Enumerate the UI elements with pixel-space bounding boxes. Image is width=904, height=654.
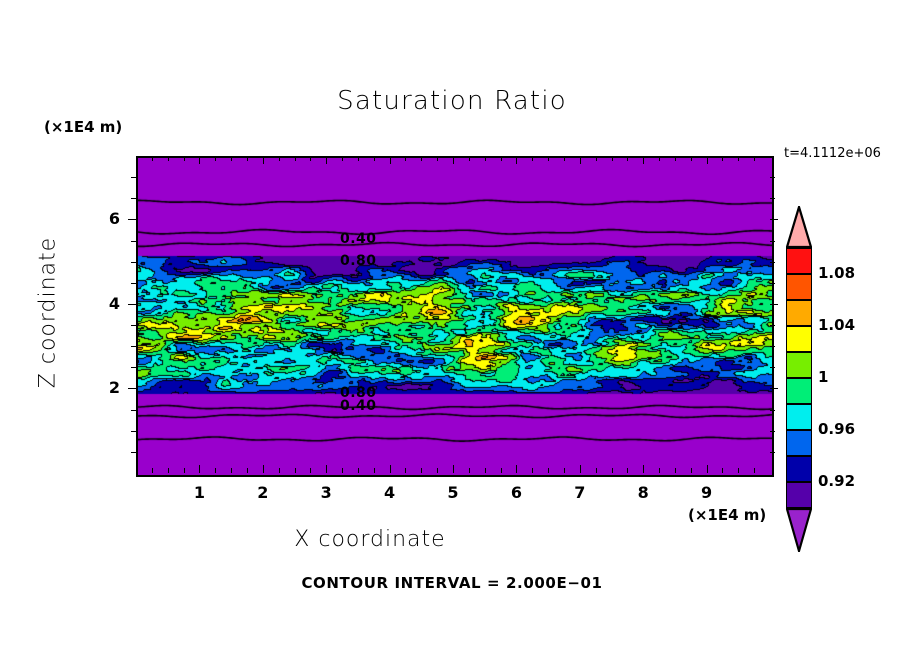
- contour-interval-label: CONTOUR INTERVAL = 2.000E−01: [301, 574, 603, 592]
- x-tick-label: 5: [447, 483, 459, 502]
- x-tick-label: 3: [320, 483, 332, 502]
- colorbar[interactable]: 1.08 1.04 1 0.96 0.92: [785, 203, 855, 556]
- colorbar-band: [786, 300, 812, 326]
- colorbar-cap-bottom: [785, 507, 813, 556]
- x-tick-label: 8: [637, 483, 649, 502]
- x-tick-label: 2: [257, 483, 269, 502]
- colorbar-cap-top: [785, 203, 813, 249]
- y-axis-title: Z coordinate: [35, 236, 61, 389]
- contour-label: 0.40: [340, 398, 377, 414]
- colorbar-band: [786, 352, 812, 378]
- x-tick-label: 6: [510, 483, 522, 502]
- colorbar-tick-label: 0.96: [818, 420, 856, 438]
- colorbar-band: [786, 248, 812, 274]
- y-tick-label: 4: [108, 293, 120, 313]
- contour-label: 0.80: [340, 385, 377, 401]
- contour-plot-area[interactable]: [136, 156, 774, 477]
- time-stamp-label: t=4.1112e+06: [784, 146, 881, 161]
- colorbar-band: [786, 326, 812, 352]
- contour-label: 0.40: [340, 231, 377, 247]
- colorbar-band: [786, 430, 812, 456]
- colorbar-tick-label: 0.92: [818, 472, 856, 490]
- contour-field-canvas: [138, 158, 772, 475]
- colorbar-tick-label: 1: [818, 368, 829, 386]
- colorbar-band: [786, 404, 812, 430]
- x-axis-title: X coordinate: [294, 527, 446, 552]
- y-tick: [128, 304, 136, 305]
- x-tick-label: 7: [574, 483, 586, 502]
- x-tick-label: 9: [701, 483, 713, 502]
- colorbar-band: [786, 456, 812, 482]
- x-tick-label: 4: [384, 483, 396, 502]
- y-tick: [128, 388, 136, 389]
- colorbar-tick-label: 1.04: [818, 316, 856, 334]
- colorbar-band: [786, 378, 812, 404]
- x-axis-unit-label: (×1E4 m): [688, 506, 767, 524]
- page-title: Saturation Ratio: [337, 86, 567, 116]
- y-tick: [128, 219, 136, 220]
- contour-label: 0.80: [340, 253, 377, 269]
- colorbar-tick-label: 1.08: [818, 264, 856, 282]
- colorbar-band: [786, 274, 812, 300]
- colorbar-band: [786, 482, 812, 508]
- x-tick-label: 1: [193, 483, 205, 502]
- y-axis-unit-label: (×1E4 m): [44, 118, 123, 136]
- y-tick-label: 6: [108, 209, 120, 229]
- y-tick-label: 2: [108, 378, 120, 398]
